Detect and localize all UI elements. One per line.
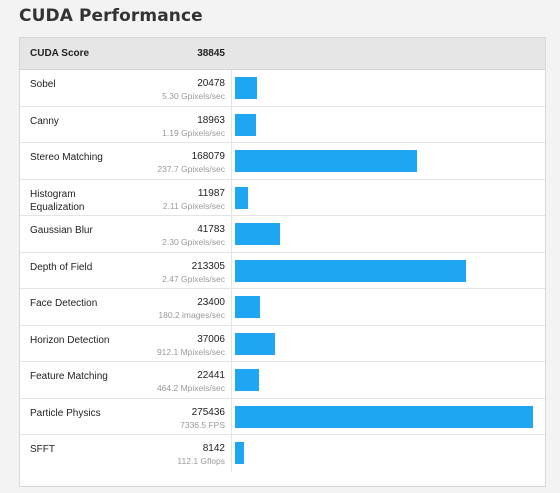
benchmark-name: Face Detection bbox=[30, 298, 98, 309]
benchmark-list: Sobel 20478 5.30 Gpixels/sec Canny 18963… bbox=[20, 70, 545, 472]
results-panel: CUDA Score 38845 Sobel 20478 5.30 Gpixel… bbox=[19, 37, 546, 487]
benchmark-rate: 2.11 Gpixels/sec bbox=[162, 200, 225, 211]
benchmark-row: Feature Matching 22441 464.2 Mpixels/sec bbox=[20, 362, 545, 399]
row-divider bbox=[231, 289, 232, 325]
benchmark-bar bbox=[235, 186, 248, 209]
benchmark-row: Particle Physics 275436 7336.5 FPS bbox=[20, 398, 545, 435]
benchmark-score: 18963 bbox=[197, 114, 225, 126]
benchmark-score: 22441 bbox=[197, 370, 225, 381]
benchmark-score: 8142 bbox=[202, 443, 225, 454]
benchmark-bar bbox=[235, 296, 261, 318]
benchmark-bar bbox=[235, 369, 260, 391]
benchmark-score: 168079 bbox=[191, 151, 225, 162]
row-divider bbox=[231, 179, 232, 215]
benchmark-bar bbox=[235, 405, 533, 428]
benchmark-rate: 7336.5 FPS bbox=[180, 419, 225, 430]
benchmark-rate: 912.1 Mpixels/sec bbox=[156, 346, 225, 357]
row-divider bbox=[231, 325, 232, 361]
benchmark-row: Horizon Detection 37006 912.1 Mpixels/se… bbox=[20, 325, 545, 362]
benchmark-name: Gaussian Blur bbox=[30, 225, 93, 236]
benchmark-bar bbox=[235, 113, 256, 136]
row-divider bbox=[231, 106, 232, 142]
score-value: 38845 bbox=[197, 48, 225, 59]
benchmark-row: Stereo Matching 168079 237.7 Gpixels/sec bbox=[20, 143, 545, 180]
benchmark-name: Sobel bbox=[30, 79, 56, 90]
benchmark-row: Face Detection 23400 180.2 images/sec bbox=[20, 289, 545, 326]
score-header: CUDA Score 38845 bbox=[20, 38, 545, 70]
benchmark-bar bbox=[235, 77, 258, 99]
row-divider bbox=[231, 143, 232, 179]
benchmark-bar bbox=[235, 150, 417, 172]
benchmark-row: Gaussian Blur 41783 2.30 Gpixels/sec bbox=[20, 216, 545, 253]
benchmark-score: 11987 bbox=[197, 187, 225, 199]
row-divider bbox=[231, 70, 232, 106]
benchmark-name: Horizon Detection bbox=[30, 334, 110, 346]
benchmark-rate: 237.7 Gpixels/sec bbox=[157, 164, 225, 174]
benchmark-name: Canny bbox=[30, 115, 59, 127]
row-divider bbox=[231, 216, 232, 252]
benchmark-name: Depth of Field bbox=[30, 261, 93, 273]
page-title: CUDA Performance bbox=[19, 6, 203, 26]
benchmark-score: 20478 bbox=[197, 78, 225, 89]
benchmark-name: Feature Matching bbox=[30, 371, 108, 382]
benchmark-bar bbox=[235, 332, 276, 355]
benchmark-name: SFFT bbox=[30, 444, 55, 455]
benchmark-row: Histogram Equalization 11987 2.11 Gpixel… bbox=[20, 179, 545, 216]
row-divider bbox=[231, 435, 232, 472]
benchmark-row: Sobel 20478 5.30 Gpixels/sec bbox=[20, 70, 545, 107]
benchmark-row: SFFT 8142 112.1 Gflops bbox=[20, 435, 545, 472]
benchmark-rate: 464.2 Mpixels/sec bbox=[156, 383, 225, 393]
benchmark-rate: 5.30 Gpixels/sec bbox=[162, 91, 225, 101]
benchmark-rate: 2.30 Gpixels/sec bbox=[162, 237, 225, 247]
row-divider bbox=[231, 398, 232, 434]
benchmark-name: Stereo Matching bbox=[30, 152, 103, 163]
benchmark-score: 213305 bbox=[191, 260, 225, 272]
benchmark-bar bbox=[235, 223, 281, 245]
benchmark-bar bbox=[235, 259, 466, 282]
benchmark-row: Depth of Field 213305 2.47 Gpixels/sec bbox=[20, 252, 545, 289]
score-label: CUDA Score bbox=[30, 48, 90, 59]
benchmark-rate: 180.2 images/sec bbox=[158, 310, 225, 320]
row-divider bbox=[231, 362, 232, 398]
benchmark-score: 37006 bbox=[197, 333, 225, 345]
row-divider bbox=[231, 252, 232, 288]
benchmark-row: Canny 18963 1.19 Gpixels/sec bbox=[20, 106, 545, 143]
benchmark-name: Particle Physics bbox=[30, 407, 101, 419]
benchmark-rate: 2.47 Gpixels/sec bbox=[162, 273, 225, 284]
benchmark-score: 275436 bbox=[191, 406, 225, 418]
benchmark-bar bbox=[235, 442, 244, 464]
benchmark-score: 41783 bbox=[197, 224, 225, 235]
benchmark-rate: 1.19 Gpixels/sec bbox=[162, 127, 225, 138]
benchmark-name: Histogram Equalization bbox=[30, 188, 85, 213]
benchmark-rate: 112.1 Gflops bbox=[177, 456, 225, 466]
benchmark-score: 23400 bbox=[197, 297, 225, 308]
